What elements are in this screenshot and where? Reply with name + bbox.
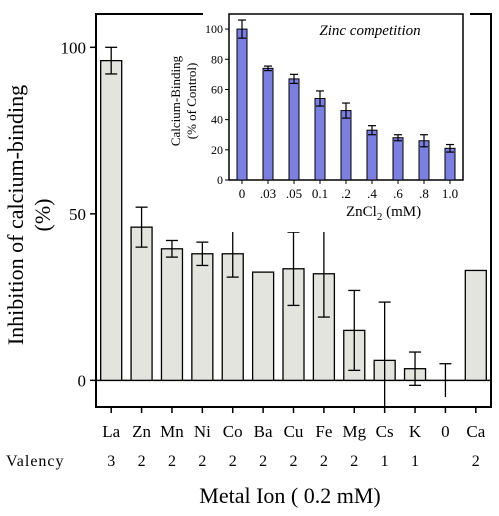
main-x-tick-label: 0 (441, 422, 450, 441)
valency-value: 2 (350, 453, 358, 470)
valency-value: 3 (107, 453, 115, 470)
inset-x-tick-label: .6 (393, 186, 403, 201)
inset-bar (444, 147, 456, 181)
inset-bar (392, 137, 404, 181)
valency-value: 2 (229, 453, 237, 470)
main-bar (100, 59, 123, 382)
main-bar (464, 269, 487, 382)
inset-x-tick-label: .05 (286, 186, 302, 201)
inset-bar (340, 110, 352, 181)
inset-x-tick-label: .4 (367, 186, 377, 201)
inset-x-tick-label: 0 (239, 186, 246, 201)
main-x-tick-label: Cs (376, 422, 394, 441)
valency-value: 2 (259, 453, 267, 470)
valency-value: 2 (168, 453, 176, 470)
main-y-axis-label-line2: (%) (30, 199, 55, 232)
main-x-tick-label: Mg (342, 422, 366, 441)
inset-x-axis-label-unit: (mM) (382, 204, 421, 220)
valency-value: 1 (381, 453, 389, 470)
inset-bar (314, 98, 326, 181)
valency-value: 2 (138, 453, 146, 470)
main-y-tick-label: 50 (69, 205, 86, 224)
main-y-axis-label-line1: Inhibition of calcium-binding (3, 85, 28, 345)
main-y-tick-label: 0 (78, 371, 87, 390)
main-bar (160, 248, 184, 382)
inset-bar (262, 67, 274, 181)
inset-y-axis-label-line1: Calcium-Binding (168, 55, 183, 146)
main-x-tick-label: Ni (194, 422, 211, 441)
inset-chart-zinc-competition: 0 20 40 60 80 100 0 .03 .05 0.1 .2 .4 .6 .8 1.0 (203, 10, 470, 232)
main-bar (130, 226, 153, 382)
inset-x-axis-label-main: ZnCl (346, 204, 377, 220)
inset-y-tick-label: 0 (217, 173, 223, 187)
main-x-tick-label: Ca (466, 422, 485, 441)
valency-value: 2 (472, 453, 480, 470)
inset-x-tick-label: .03 (260, 186, 276, 201)
inset-bar (288, 78, 300, 181)
valency-value: 2 (198, 453, 206, 470)
inset-x-tick-label: .8 (419, 186, 429, 201)
main-x-axis-label: Metal Ion ( 0.2 mM) (199, 483, 380, 508)
inset-y-tick-label: 20 (211, 143, 223, 157)
inset-title: Zinc competition (319, 23, 420, 39)
inset-y-tick-label: 60 (211, 82, 223, 96)
main-x-tick-label: Zn (132, 422, 151, 441)
inset-x-axis-label-subscript: 2 (377, 211, 383, 223)
inset-y-tick-label: 100 (205, 22, 223, 36)
inset-bar (366, 129, 378, 181)
main-x-tick-label: La (102, 422, 120, 441)
inset-x-tick-label: .2 (341, 186, 351, 201)
main-x-tick-label: Co (223, 422, 243, 441)
main-x-tick-label: Cu (284, 422, 304, 441)
inset-y-tick-label: 80 (211, 52, 223, 66)
main-x-tick-label: K (409, 422, 422, 441)
inset-x-tick-label: 1.0 (442, 186, 458, 201)
main-bar (191, 253, 214, 382)
inset-y-axis-label-line2: (% of Control) (184, 63, 199, 140)
inset-x-axis-label: ZnCl2 (mM) (346, 204, 421, 223)
inset-x-tick-label: 0.1 (312, 186, 328, 201)
valency-value: 2 (320, 453, 328, 470)
inset-bar (236, 28, 248, 181)
main-x-tick-label: Fe (315, 422, 332, 441)
valency-value: 1 (411, 453, 419, 470)
main-x-tick-label: Mn (160, 422, 184, 441)
main-bar (251, 271, 275, 382)
valency-row-label: Valency (6, 453, 65, 470)
inset-y-tick-label: 40 (211, 113, 223, 127)
main-x-tick-label: Ba (254, 422, 273, 441)
valency-value: 2 (290, 453, 298, 470)
main-y-tick-label: 100 (61, 38, 87, 57)
